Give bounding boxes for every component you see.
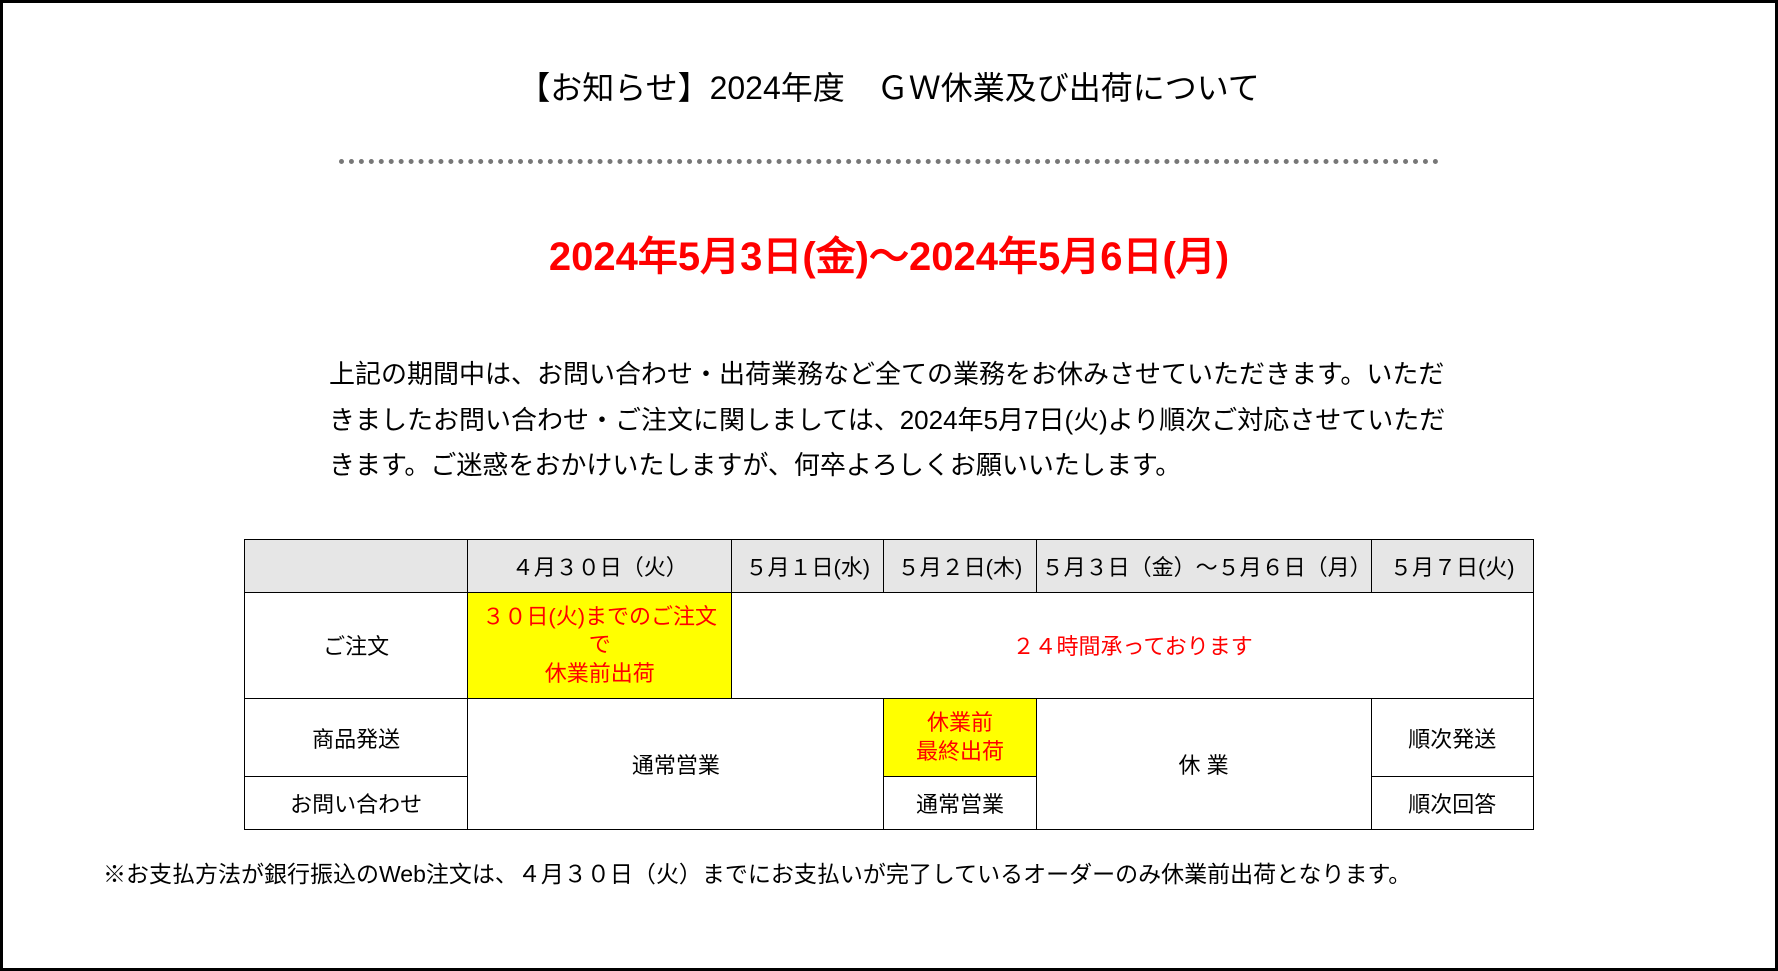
cell-final-ship: 休業前最終出荷 [884,699,1036,777]
cell-ship-after: 順次発送 [1371,699,1533,777]
row-shipping: 商品発送 通常営業 休業前最終出荷 休 業 順次発送 [245,699,1534,777]
holiday-date-range: 2024年5月3日(金)～2024年5月6日(月) [103,224,1675,282]
cell-closed: 休 業 [1036,699,1371,830]
divider-dotted [339,159,1439,164]
cell-order-24h: ２４時間承っております [732,592,1534,699]
notice-title: 【お知らせ】2024年度 ＧＷ休業及び出荷について [103,63,1675,109]
cell-inquiry-may2: 通常営業 [884,777,1036,830]
th-blank [245,539,468,592]
cell-order-apr30: ３０日(火)までのご注文で休業前出荷 [468,592,732,699]
notice-description: 上記の期間中は、お問い合わせ・出荷業務など全ての業務をお休みさせていただきます。… [329,352,1449,489]
th-may3-6: ５月３日（金）～５月６日（月） [1036,539,1371,592]
table-header-row: ４月３０日（火） ５月１日(水) ５月２日(木) ５月３日（金）～５月６日（月）… [245,539,1534,592]
row-inquiry-label: お問い合わせ [245,777,468,830]
row-order-label: ご注文 [245,592,468,699]
notice-container: 【お知らせ】2024年度 ＧＷ休業及び出荷について 2024年5月3日(金)～2… [0,0,1778,971]
cell-inquiry-after: 順次回答 [1371,777,1533,830]
row-order: ご注文 ３０日(火)までのご注文で休業前出荷 ２４時間承っております [245,592,1534,699]
schedule-table: ４月３０日（火） ５月１日(水) ５月２日(木) ５月３日（金）～５月６日（月）… [244,539,1534,831]
th-may2: ５月２日(木) [884,539,1036,592]
th-apr30: ４月３０日（火） [468,539,732,592]
cell-normal-biz: 通常営業 [468,699,884,830]
th-may1: ５月１日(水) [732,539,884,592]
th-may7: ５月７日(火) [1371,539,1533,592]
row-shipping-label: 商品発送 [245,699,468,777]
footnote: ※お支払方法が銀行振込のWeb注文は、４月３０日（火）までにお支払いが完了してい… [103,855,1675,889]
